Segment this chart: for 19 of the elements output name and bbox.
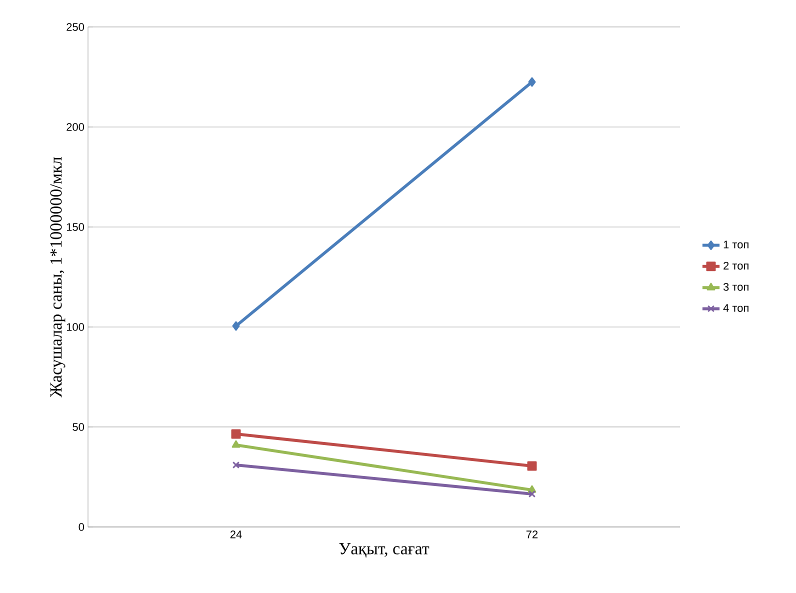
- x-tick-label: 72: [526, 530, 538, 538]
- y-tick-label: 150: [66, 223, 84, 231]
- legend-label: 3 топ: [723, 283, 748, 291]
- x-axis-title: Уақыт, сағат: [339, 543, 430, 558]
- y-tick-label: 250: [66, 23, 84, 31]
- point: [528, 77, 536, 87]
- point: [232, 461, 240, 469]
- y-tick-label: 50: [72, 423, 84, 431]
- y-tick-label: 0: [78, 523, 84, 531]
- x-tick-label: 24: [230, 530, 242, 538]
- point: [232, 321, 240, 331]
- y-tick-label: 200: [66, 123, 84, 131]
- legend-label: 1 топ: [724, 240, 748, 248]
- legend-label: 4 топ: [723, 304, 748, 312]
- point: [527, 461, 537, 471]
- y-axis-title: Жасушалар саны, 1*1000000/мкл: [50, 156, 66, 398]
- y-tick-label: 100: [66, 323, 84, 331]
- point: [231, 429, 241, 439]
- legend-label: 2 топ: [724, 262, 748, 270]
